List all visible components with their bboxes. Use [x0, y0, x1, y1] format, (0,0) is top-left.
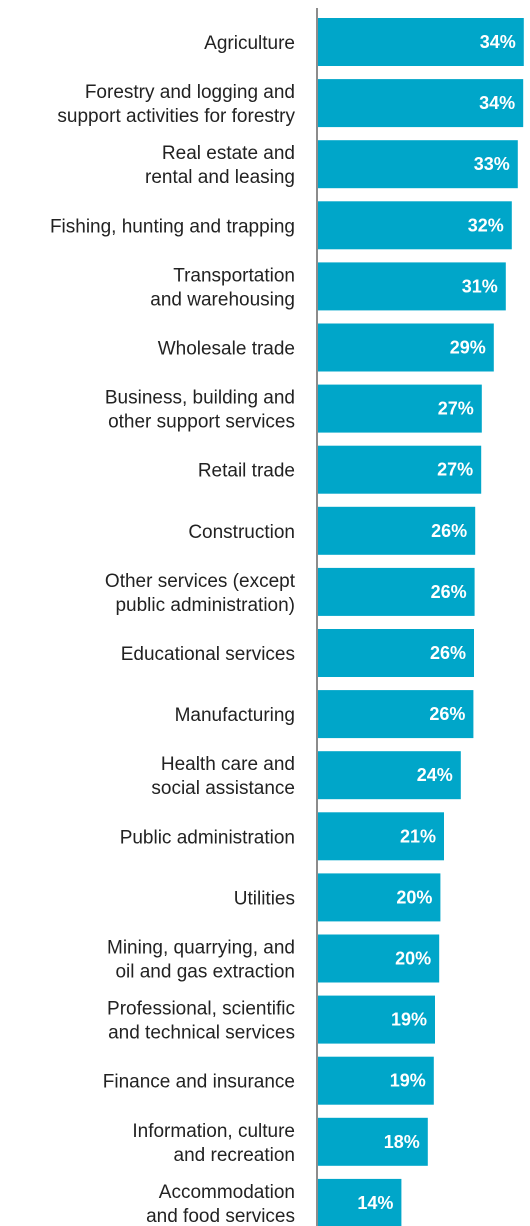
bar — [318, 262, 506, 311]
bar-value-label: 19% — [390, 1071, 426, 1091]
bar — [318, 18, 524, 66]
category-label-line: Other services (except — [105, 571, 296, 592]
bar-value-label: 32% — [468, 215, 504, 235]
bar-value-label: 21% — [400, 826, 436, 846]
category-label-line: Forestry and logging and — [85, 82, 295, 103]
bar-value-label: 31% — [462, 276, 498, 296]
bar — [318, 812, 444, 861]
bar-value-label: 26% — [430, 643, 466, 663]
category-label: Information, culture and recreation — [132, 1121, 295, 1166]
bar-value-label: 34% — [479, 93, 515, 113]
bar-value-label: 27% — [437, 460, 473, 480]
category-label: Public administration — [120, 827, 295, 848]
category-label: Other services (except public administrat… — [105, 571, 296, 616]
category-label-line: social assistance — [151, 778, 295, 799]
category-label: Forestry and logging and support activiti… — [57, 82, 295, 127]
category-label: Transportation and warehousing — [150, 265, 295, 310]
bar-value-label: 33% — [474, 154, 510, 174]
bar-value-label: 24% — [417, 765, 453, 785]
bar-value-label: 26% — [431, 582, 467, 602]
bar — [318, 1178, 402, 1226]
category-labels: Agriculture Forestry and logging and suppo… — [50, 33, 296, 1226]
bar-value-label: 29% — [450, 338, 486, 358]
category-label: Construction — [188, 522, 295, 543]
category-label: Educational services — [121, 644, 295, 665]
bar — [318, 323, 494, 372]
category-label-line: Information, culture — [132, 1121, 295, 1142]
bar-value-label: 14% — [357, 1193, 393, 1213]
category-label-line: Real estate and — [162, 143, 295, 164]
bar — [318, 934, 440, 983]
category-label-line: oil and gas extraction — [115, 962, 295, 983]
bar-value-label: 20% — [395, 949, 431, 969]
category-label-line: Manufacturing — [175, 705, 295, 726]
category-label: Business, building and other support serv… — [105, 388, 295, 433]
category-label: Finance and insurance — [103, 1072, 295, 1093]
category-label-line: Transportation — [173, 265, 295, 286]
category-label: Mining, quarrying, and oil and gas extrac… — [107, 938, 295, 983]
category-label-line: Construction — [188, 522, 295, 543]
bar — [318, 506, 476, 555]
bar — [318, 995, 435, 1044]
category-label-line: Agriculture — [204, 33, 295, 54]
bar-value-label: 27% — [438, 399, 474, 419]
bar — [318, 690, 474, 739]
bar — [318, 384, 482, 433]
category-label-line: Business, building and — [105, 388, 295, 409]
category-label: Utilities — [234, 888, 295, 909]
category-label-line: Utilities — [234, 888, 295, 909]
value-labels: 34% 34% 33% 32% 31% 29% 27% 27% 26% 26% 26% 26% 24% 2… — [357, 32, 515, 1213]
bar-value-label: 20% — [396, 887, 432, 907]
category-label-line: Educational services — [121, 644, 295, 665]
bar — [318, 1117, 428, 1166]
bar — [318, 445, 482, 494]
bar — [318, 1056, 434, 1105]
bars-layer — [318, 18, 524, 1226]
category-label: Health care and social assistance — [151, 754, 295, 799]
category-label: Fishing, hunting and trapping — [50, 216, 295, 237]
category-label-line: and warehousing — [150, 289, 295, 310]
category-label-line: and food services — [146, 1206, 295, 1226]
category-label-line: rental and leasing — [145, 167, 295, 188]
category-label-line: and technical services — [108, 1023, 295, 1044]
bar — [318, 140, 518, 189]
bar — [318, 567, 475, 616]
category-label-line: public administration) — [115, 595, 295, 616]
category-label-line: Professional, scientific — [107, 999, 295, 1020]
category-label-line: other support services — [108, 412, 295, 433]
category-label: Wholesale trade — [158, 339, 295, 360]
category-label: Professional, scientific and technical se… — [107, 999, 295, 1044]
bar — [318, 201, 512, 250]
category-label-line: Health care and — [161, 754, 295, 775]
bar-value-label: 26% — [431, 521, 467, 541]
bar-value-label: 26% — [429, 704, 465, 724]
category-label-line: and recreation — [174, 1145, 295, 1166]
bar — [318, 79, 524, 128]
category-label-line: Mining, quarrying, and — [107, 938, 295, 959]
bar — [318, 751, 461, 800]
category-label-line: Finance and insurance — [103, 1072, 295, 1093]
category-label: Manufacturing — [175, 705, 295, 726]
bar-value-label: 18% — [384, 1132, 420, 1152]
category-label: Accommodation and food services — [146, 1182, 295, 1226]
bar — [318, 629, 474, 677]
category-label-line: Accommodation — [159, 1182, 295, 1203]
bar-value-label: 19% — [391, 1010, 427, 1030]
category-label-line: Fishing, hunting and trapping — [50, 216, 295, 237]
category-label: Agriculture — [204, 33, 295, 54]
category-label: Real estate and rental and leasing — [145, 143, 295, 188]
bar-value-label: 34% — [480, 32, 516, 52]
bar — [318, 873, 441, 922]
category-label-line: Wholesale trade — [158, 339, 295, 360]
category-label-line: Retail trade — [198, 461, 295, 482]
category-label: Retail trade — [198, 461, 295, 482]
category-label-line: Public administration — [120, 827, 295, 848]
category-label-line: support activities for forestry — [57, 106, 295, 127]
